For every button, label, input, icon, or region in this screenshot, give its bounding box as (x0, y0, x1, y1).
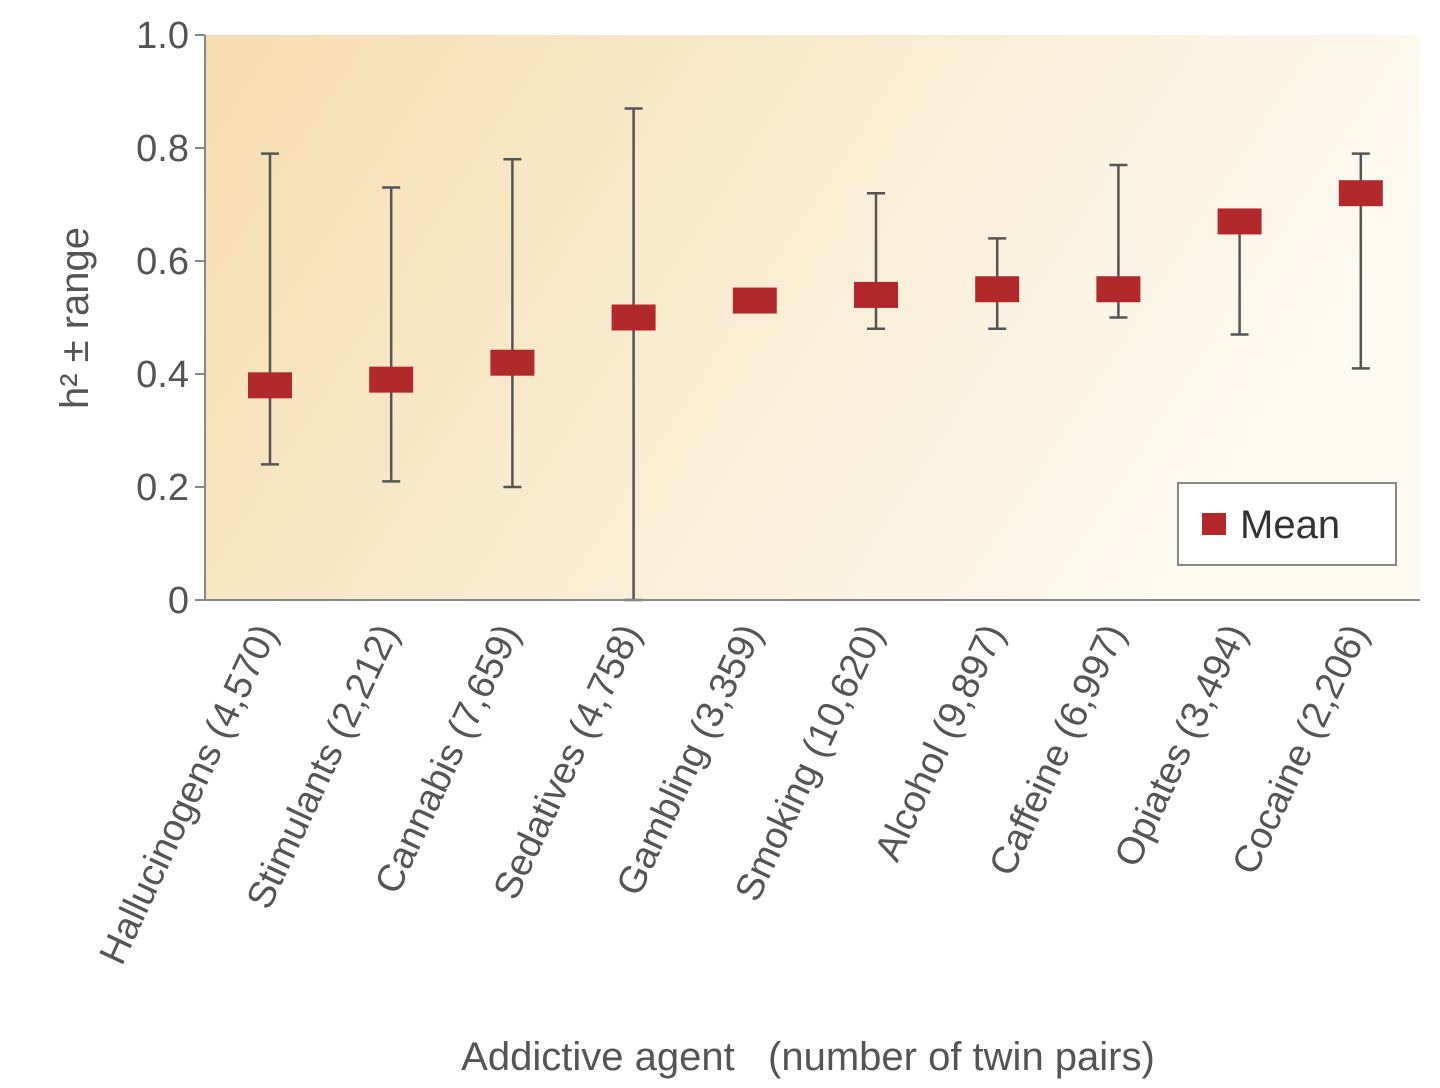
y-tick-label: 0.2 (136, 467, 189, 509)
mean-marker (1338, 180, 1383, 207)
error-bar (382, 186, 401, 483)
x-category-label: Opiates (3,494) (1107, 618, 1256, 873)
x-category-label: Cocaine (2,206) (1225, 618, 1377, 881)
y-tick-label: 0.4 (136, 354, 189, 396)
mean-marker (975, 276, 1020, 303)
mean-marker (611, 304, 656, 331)
x-category-label: Caffeine (6,997) (982, 618, 1135, 882)
error-bar (261, 152, 279, 466)
y-ticks: 0 0.2 0.4 0.6 0.8 1.0 (136, 15, 205, 622)
mean-marker (732, 287, 777, 314)
legend-swatch-mean (1202, 513, 1226, 535)
x-category-label: Alcohol (9,897) (867, 618, 1013, 867)
x-category-label: Hallucinogens (4,570) (92, 618, 286, 971)
y-tick-label: 0.8 (136, 128, 189, 170)
error-bar (503, 158, 522, 489)
y-tick-label: 0 (168, 580, 189, 622)
y-tick-label: 1.0 (136, 15, 189, 57)
x-axis-title: Addictive agent (number of twin pairs) (461, 1035, 1155, 1079)
x-category-labels: Hallucinogens (4,570)Stimulants (2,212)C… (92, 618, 1377, 971)
mean-marker (369, 366, 414, 393)
legend-label-mean: Mean (1240, 503, 1340, 547)
mean-marker (854, 281, 898, 308)
legend: Mean (1177, 482, 1397, 566)
mean-markers (248, 180, 1383, 399)
mean-marker (248, 372, 292, 399)
mean-marker (1217, 208, 1262, 235)
y-tick-label: 0.6 (136, 241, 189, 283)
y-axis-title: h² ± range (53, 227, 97, 409)
mean-marker (1096, 276, 1141, 303)
mean-marker (490, 349, 535, 376)
